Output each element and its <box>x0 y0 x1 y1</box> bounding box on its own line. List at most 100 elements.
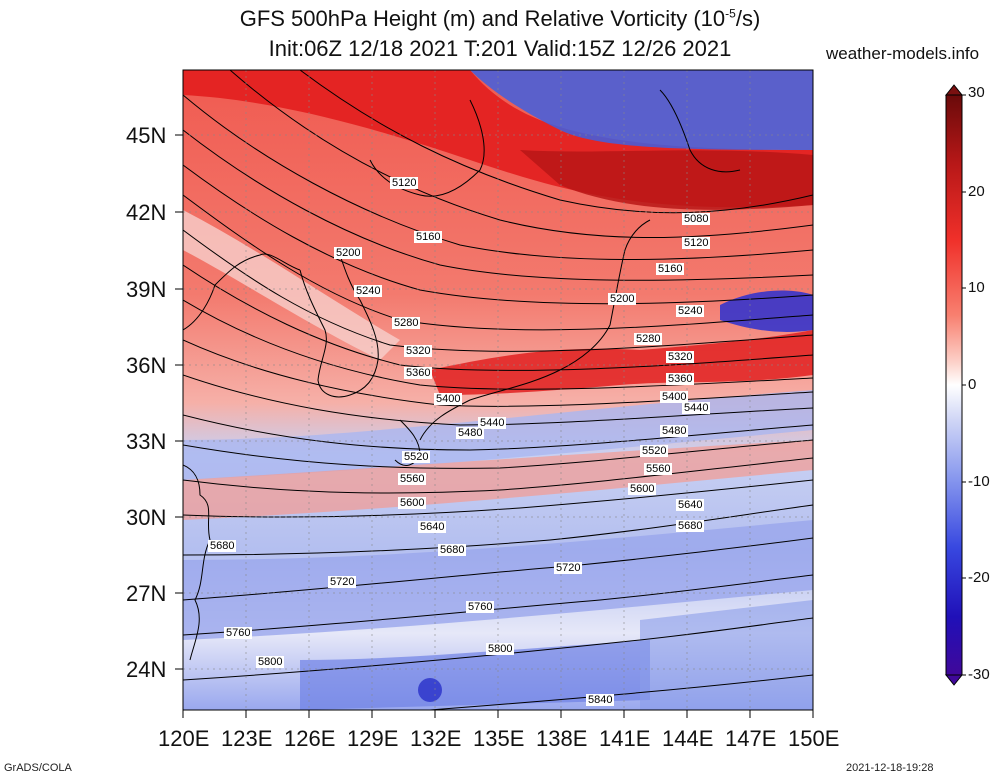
contour-label: 5680 <box>678 520 702 532</box>
contour-label: 5400 <box>662 391 686 403</box>
contour-label-bg <box>660 391 688 403</box>
contour-label: 5760 <box>468 601 492 613</box>
contour-label: 5560 <box>400 473 424 485</box>
lat-label-33n: 33N <box>126 429 167 454</box>
contour-label: 5120 <box>684 237 708 249</box>
contour-label: 5800 <box>258 656 282 668</box>
contour-label-bg <box>644 463 672 475</box>
contour-label: 5520 <box>404 451 428 463</box>
colorbar <box>945 94 963 676</box>
contour-label-bg <box>656 263 684 275</box>
contour-label-bg <box>398 473 426 485</box>
colorbar-top-arrow <box>944 84 964 96</box>
contour-label: 5160 <box>658 263 682 275</box>
contour-label-bg <box>438 544 466 556</box>
map-title-line2: Init:06Z 12/18 2021 T:201 Valid:15Z 12/2… <box>268 36 732 61</box>
contour-label-bg <box>402 451 430 463</box>
lon-label-141e: 141E <box>599 726 651 751</box>
colorbar-label-20: 20 <box>968 183 985 200</box>
contour-label-bg <box>682 213 710 225</box>
axis-ticks <box>175 134 814 718</box>
contour-label-bg <box>608 293 636 305</box>
contour-label: 5200 <box>610 293 634 305</box>
contour-label-bg <box>640 445 668 457</box>
lat-label-39n: 39N <box>126 277 167 302</box>
lat-label-36n: 36N <box>126 353 167 378</box>
contour-label: 5440 <box>684 402 708 414</box>
lon-label-129e: 129E <box>347 726 399 751</box>
contour-label-bg <box>660 425 688 437</box>
map-title-line1: GFS 500hPa Height (m) and Relative Vorti… <box>239 6 761 31</box>
contour-label-bg <box>398 497 426 509</box>
vorticity-band-japan <box>430 330 813 395</box>
lat-label-30n: 30N <box>126 505 167 530</box>
contour-label-bg <box>676 305 704 317</box>
contour-label-bg <box>676 520 704 532</box>
contour-label-bg <box>256 656 284 668</box>
footer-timestamp: 2021-12-18-19:28 <box>846 762 934 774</box>
contour-label: 5720 <box>556 562 580 574</box>
lon-label-132e: 132E <box>410 726 462 751</box>
contour-label-bg <box>478 417 506 429</box>
contour-label-bg <box>334 247 362 259</box>
lat-label-27n: 27N <box>126 581 167 606</box>
contour-label: 5280 <box>394 317 418 329</box>
colorbar-label-30: 30 <box>968 84 985 101</box>
contour-label: 5480 <box>458 427 482 439</box>
contour-label: 5160 <box>416 231 440 243</box>
contour-label: 5600 <box>630 483 654 495</box>
contour-label: 5360 <box>668 373 692 385</box>
contour-label: 5400 <box>436 393 460 405</box>
colorbar-label-10: 10 <box>968 279 985 296</box>
contour-label: 5800 <box>488 643 512 655</box>
contour-label-bg <box>634 333 662 345</box>
contour-label-bg <box>554 562 582 574</box>
contour-label-bg <box>666 351 694 363</box>
colorbar-label-neg30: -30 <box>968 666 990 683</box>
vorticity-band-white <box>183 210 400 360</box>
contour-label-bg <box>466 601 494 613</box>
contour-label-bg <box>404 345 432 357</box>
contour-label-bg <box>404 367 432 379</box>
contour-label-bg <box>208 540 236 552</box>
contour-label: 5240 <box>678 305 702 317</box>
contour-label-bg <box>224 627 252 639</box>
vorticity-neg-south3 <box>300 640 650 710</box>
lon-label-135e: 135E <box>473 726 525 751</box>
contour-label-bg <box>666 373 694 385</box>
contour-label: 5840 <box>588 694 612 706</box>
lat-label-24n: 24N <box>126 657 167 682</box>
contour-label-bg <box>414 231 442 243</box>
contour-label-bg <box>486 643 514 655</box>
lon-label-150e: 150E <box>788 726 840 751</box>
lat-label-45n: 45N <box>126 123 167 148</box>
contour-label-bg <box>586 694 614 706</box>
contour-label-bg <box>328 576 356 588</box>
colorbar-bottom-arrow <box>944 674 964 686</box>
vorticity-neg-southeast <box>640 600 813 710</box>
contour-label: 5560 <box>646 463 670 475</box>
colorbar-ticks <box>962 94 966 676</box>
coastline-korea <box>299 254 379 398</box>
contour-label: 5680 <box>210 540 234 552</box>
contour-label-bg <box>676 499 704 511</box>
contour-label-bg <box>434 393 462 405</box>
graticule <box>183 70 813 710</box>
contour-label: 5320 <box>406 345 430 357</box>
vorticity-band-northeast <box>520 150 813 210</box>
contour-label: 5600 <box>400 497 424 509</box>
vorticity-neg-east <box>720 290 813 332</box>
lat-label-42n: 42N <box>126 200 167 225</box>
lon-label-144e: 144E <box>662 726 714 751</box>
footer-software: GrADS/COLA <box>4 762 72 774</box>
contour-label: 5240 <box>356 285 380 297</box>
lon-label-147e: 147E <box>725 726 777 751</box>
contour-label: 5080 <box>684 213 708 225</box>
coastline-japan <box>419 89 741 441</box>
contour-label: 5640 <box>420 521 444 533</box>
contour-label: 5320 <box>668 351 692 363</box>
contour-label: 5520 <box>642 445 666 457</box>
contour-label-bg <box>354 285 382 297</box>
contour-label: 5360 <box>406 367 430 379</box>
contour-label: 5640 <box>678 499 702 511</box>
